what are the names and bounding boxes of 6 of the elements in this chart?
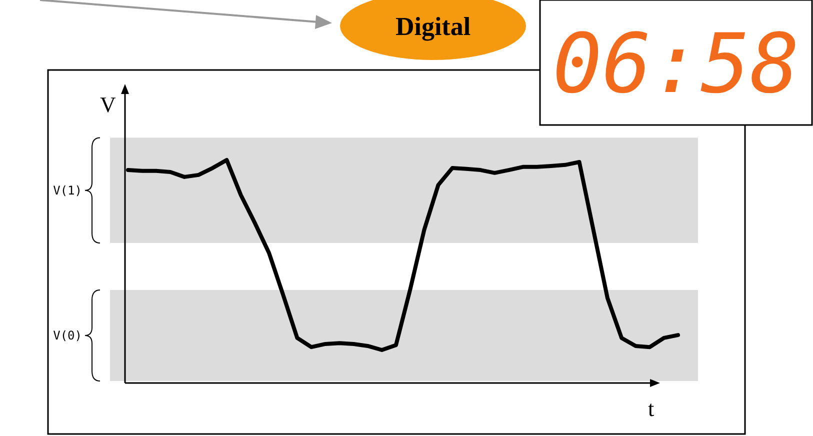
band-label: V(1) [53, 183, 82, 198]
text: Digital [395, 12, 471, 41]
y-axis-title: V [100, 92, 116, 117]
x-axis-title: t [648, 396, 654, 421]
band-label: V(0) [53, 328, 82, 342]
text: 06:58 [552, 17, 800, 112]
